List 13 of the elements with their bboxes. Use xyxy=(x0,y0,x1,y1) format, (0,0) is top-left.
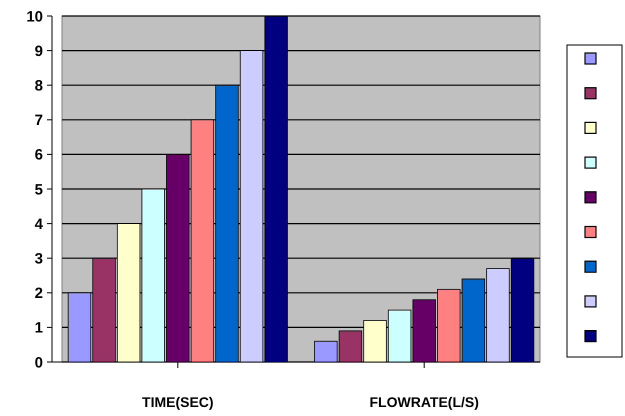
y-tick-label: 7 xyxy=(34,112,43,130)
y-tick-label: 1 xyxy=(34,320,43,337)
y-tick-label: 5 xyxy=(34,181,43,198)
x-tick-label: TIME(SEC) xyxy=(142,394,214,410)
y-tick-label: 2 xyxy=(34,285,43,302)
y-tick-label: 9 xyxy=(34,42,43,60)
y-tick-label: 10 xyxy=(26,8,43,26)
y-tick-label: 8 xyxy=(34,77,43,94)
x-tick-label: FLOWRATE(L/S) xyxy=(370,394,479,410)
y-tick-label: 6 xyxy=(34,146,43,164)
y-tick-label: 0 xyxy=(34,354,43,372)
y-tick-label: 4 xyxy=(34,216,44,233)
y-tick-label: 3 xyxy=(34,250,43,268)
